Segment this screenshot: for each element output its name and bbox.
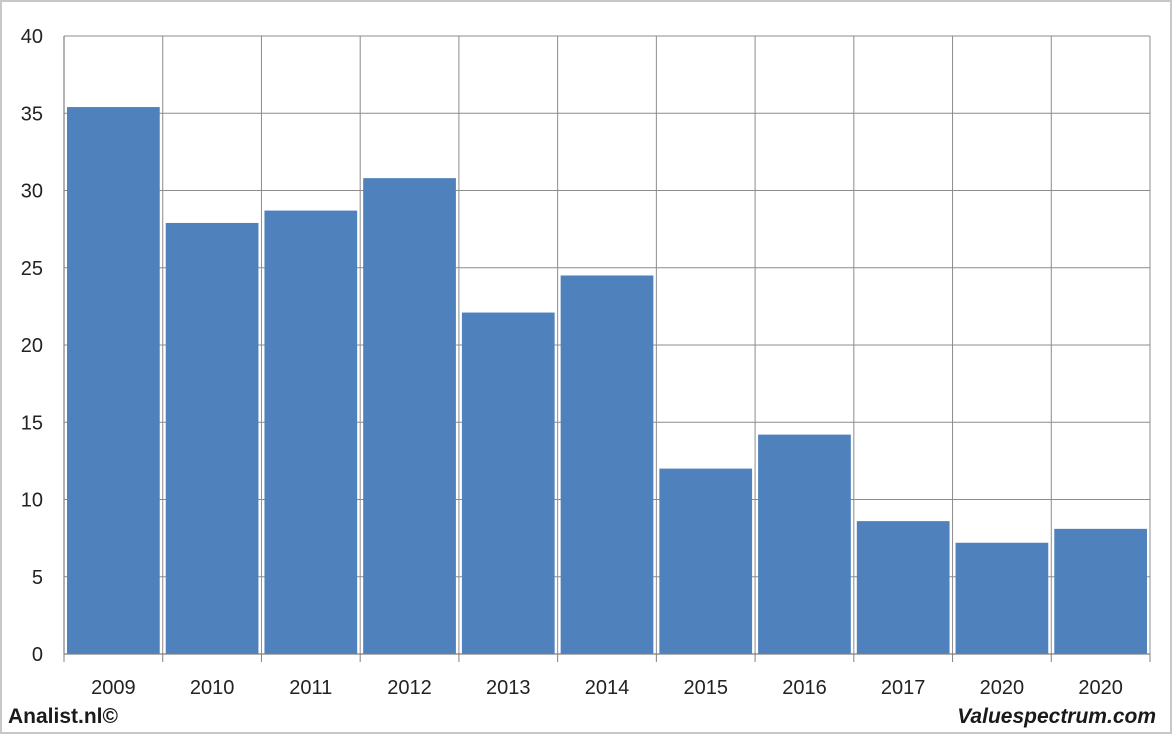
- x-tick-label: 2011: [289, 677, 332, 699]
- y-tick-label: 10: [21, 490, 43, 512]
- x-tick-label: 2014: [585, 677, 630, 699]
- x-tick-label: 2015: [683, 677, 728, 699]
- y-tick-label: 35: [21, 103, 43, 125]
- bar-2014: [560, 275, 654, 654]
- x-tick-label: 2016: [782, 677, 827, 699]
- bar-2010: [165, 222, 259, 654]
- source-credit: Analist.nl©: [8, 705, 118, 728]
- bar-2020: [955, 542, 1049, 654]
- bars: [67, 107, 1147, 654]
- y-tick-labels: 0 5 10 15 20 25 30 35 40: [21, 26, 43, 666]
- y-tick-label: 20: [21, 335, 43, 357]
- bar-2009: [67, 107, 160, 654]
- bar-2020: [1054, 528, 1147, 654]
- site-credit: Valuespectrum.com: [957, 705, 1156, 728]
- x-tick-label: 2010: [190, 677, 235, 699]
- x-tick-label: 2020: [1078, 677, 1123, 699]
- bar-2017: [856, 521, 950, 654]
- x-tick-label: 2012: [387, 677, 432, 699]
- x-tick-label: 2009: [91, 677, 136, 699]
- y-tick-label: 25: [21, 258, 43, 280]
- bar-2011: [264, 210, 358, 654]
- y-tick-label: 5: [32, 567, 43, 589]
- axes: [63, 36, 1151, 662]
- x-tick-labels: 2009 2010 2011 2012 2013 2014 2015 2016 2017 2020…: [91, 677, 1123, 699]
- x-tick-label: 2017: [881, 677, 926, 699]
- bar-2016: [758, 434, 851, 654]
- bar-chart: 0 5 10 15 20 25 30 35 40 2009 2010 2011 2012 2013 201…: [21, 26, 1151, 699]
- bar-2013: [461, 312, 555, 654]
- y-tick-label: 0: [32, 644, 43, 666]
- y-tick-label: 40: [21, 26, 43, 48]
- x-tick-label: 2020: [980, 677, 1025, 699]
- bar-2012: [363, 178, 456, 654]
- y-tick-label: 30: [21, 181, 43, 203]
- y-tick-label: 15: [21, 412, 43, 434]
- x-tick-label: 2013: [486, 677, 531, 699]
- bar-2015: [659, 468, 753, 654]
